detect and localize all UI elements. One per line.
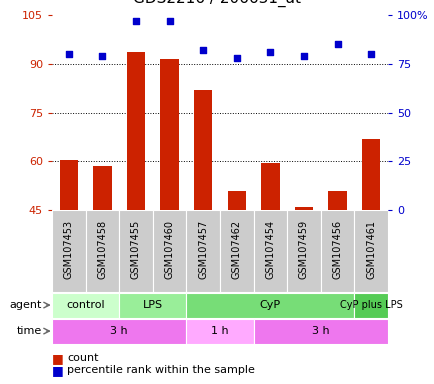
Text: GSM107457: GSM107457 bbox=[198, 220, 208, 279]
Bar bbox=[119, 293, 186, 318]
Point bbox=[367, 51, 374, 57]
Text: CyP plus LPS: CyP plus LPS bbox=[339, 300, 401, 310]
Bar bbox=[194, 90, 212, 210]
Text: 3 h: 3 h bbox=[311, 326, 329, 336]
Bar bbox=[354, 293, 387, 318]
Point bbox=[300, 53, 307, 59]
Text: agent: agent bbox=[10, 300, 42, 310]
Point bbox=[132, 18, 139, 24]
Bar bbox=[152, 210, 186, 292]
Bar bbox=[52, 319, 186, 344]
Text: GSM107454: GSM107454 bbox=[265, 220, 275, 279]
Bar bbox=[294, 207, 312, 210]
Text: LPS: LPS bbox=[142, 300, 162, 310]
Text: GSM107462: GSM107462 bbox=[231, 220, 241, 279]
Text: time: time bbox=[16, 326, 42, 336]
Text: GSM107460: GSM107460 bbox=[164, 220, 174, 279]
Bar bbox=[328, 190, 346, 210]
Bar bbox=[286, 210, 320, 292]
Text: GSM107453: GSM107453 bbox=[64, 220, 74, 279]
Text: control: control bbox=[66, 300, 105, 310]
Text: ■: ■ bbox=[52, 352, 64, 364]
Text: CyP: CyP bbox=[259, 300, 280, 310]
Bar bbox=[93, 166, 112, 210]
Bar bbox=[52, 210, 85, 292]
Bar bbox=[85, 210, 119, 292]
Text: 1 h: 1 h bbox=[210, 326, 228, 336]
Text: GSM107456: GSM107456 bbox=[332, 220, 342, 279]
Bar bbox=[160, 59, 178, 210]
Point bbox=[333, 41, 340, 47]
Bar bbox=[320, 210, 354, 292]
Bar bbox=[186, 210, 220, 292]
Text: ■: ■ bbox=[52, 364, 64, 377]
Text: GSM107458: GSM107458 bbox=[97, 220, 107, 279]
Bar bbox=[253, 319, 387, 344]
Text: GDS2216 / 206631_at: GDS2216 / 206631_at bbox=[133, 0, 301, 7]
Bar bbox=[119, 210, 152, 292]
Bar bbox=[354, 210, 387, 292]
Bar bbox=[260, 163, 279, 210]
Bar bbox=[220, 210, 253, 292]
Text: percentile rank within the sample: percentile rank within the sample bbox=[67, 365, 254, 375]
Text: GSM107461: GSM107461 bbox=[365, 220, 375, 279]
Point bbox=[99, 53, 105, 59]
Bar bbox=[361, 139, 380, 210]
Text: GSM107459: GSM107459 bbox=[298, 220, 308, 279]
Bar bbox=[59, 160, 78, 210]
Bar bbox=[52, 293, 119, 318]
Point bbox=[65, 51, 72, 57]
Bar bbox=[186, 319, 253, 344]
Bar bbox=[126, 53, 145, 210]
Bar bbox=[186, 293, 354, 318]
Bar bbox=[253, 210, 286, 292]
Point bbox=[266, 49, 273, 55]
Point bbox=[233, 55, 240, 61]
Point bbox=[199, 47, 206, 53]
Point bbox=[166, 18, 173, 24]
Bar bbox=[227, 190, 246, 210]
Text: count: count bbox=[67, 353, 99, 363]
Text: 3 h: 3 h bbox=[110, 326, 128, 336]
Text: GSM107455: GSM107455 bbox=[131, 220, 141, 279]
